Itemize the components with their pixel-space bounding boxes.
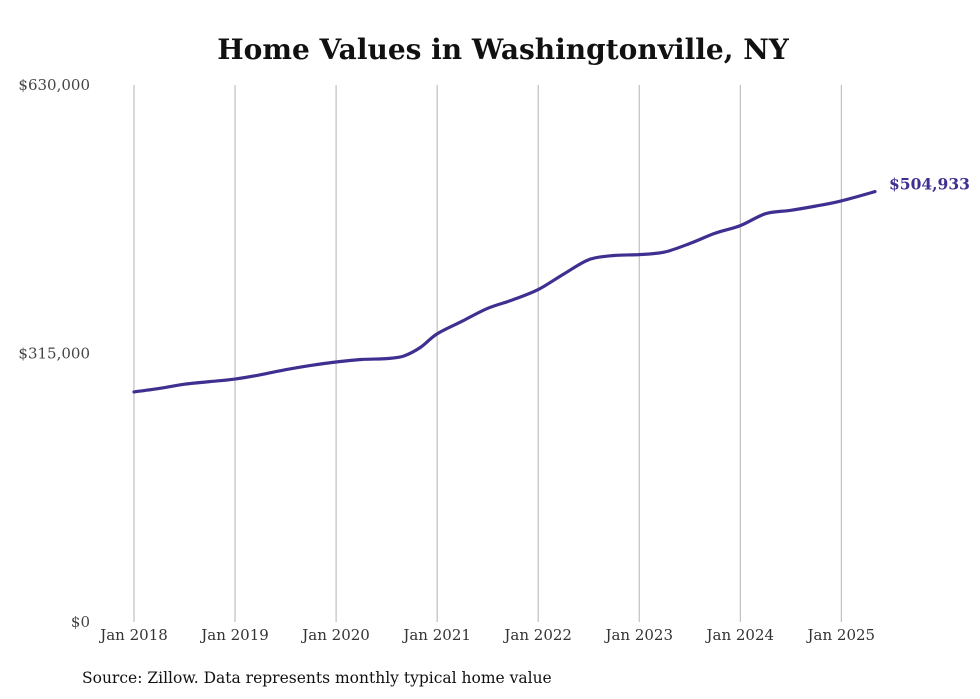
data-point: [284, 368, 286, 370]
x-tick-label: Jan 2019: [199, 626, 269, 644]
y-tick-label: $315,000: [18, 345, 90, 363]
data-point: [874, 190, 876, 192]
x-tick-label: Jan 2021: [401, 626, 471, 644]
x-tick-label: Jan 2024: [704, 626, 774, 644]
data-point: [512, 299, 514, 301]
data-point: [764, 213, 766, 215]
data-point: [588, 259, 590, 261]
data-point: [638, 253, 640, 255]
y-tick-label: $630,000: [18, 76, 90, 94]
data-point: [815, 205, 817, 207]
data-point: [739, 224, 741, 226]
source-note: Source: Zillow. Data represents monthly …: [82, 669, 552, 687]
data-point: [790, 209, 792, 211]
data-point: [158, 387, 160, 389]
data-point: [461, 320, 463, 322]
data-point: [613, 254, 615, 256]
data-point: [209, 380, 211, 382]
data-point: [419, 346, 421, 348]
data-point: [714, 232, 716, 234]
x-tick-label: Jan 2025: [806, 626, 876, 644]
data-point: [360, 358, 362, 360]
y-axis-ticks: $0 $315,000 $630,000: [18, 76, 90, 631]
x-tick-label: Jan 2022: [502, 626, 572, 644]
data-point: [335, 361, 337, 363]
data-point: [133, 391, 135, 393]
series-line: [132, 190, 877, 394]
data-point: [562, 273, 564, 275]
x-tick-label: Jan 2020: [300, 626, 370, 644]
data-point: [486, 307, 488, 309]
data-point: [436, 333, 438, 335]
end-value-label: $504,933: [889, 175, 970, 194]
data-point: [234, 378, 236, 380]
chart-title: Home Values in Washingtonville, NY: [217, 33, 790, 66]
data-point: [385, 357, 387, 359]
data-point: [689, 242, 691, 244]
data-point: [183, 383, 185, 385]
x-axis-ticks: Jan 2018 Jan 2019 Jan 2020 Jan 2021 Jan 2022…: [98, 626, 875, 644]
series-points: [133, 190, 876, 393]
x-gridlines: [133, 85, 842, 622]
data-point: [840, 200, 842, 202]
data-point: [402, 355, 404, 357]
x-tick-label: Jan 2018: [98, 626, 168, 644]
data-point: [663, 251, 665, 253]
data-point: [259, 374, 261, 376]
x-tick-label: Jan 2023: [603, 626, 673, 644]
data-point: [537, 288, 539, 290]
y-tick-label: $0: [71, 613, 90, 631]
data-point: [310, 364, 312, 366]
